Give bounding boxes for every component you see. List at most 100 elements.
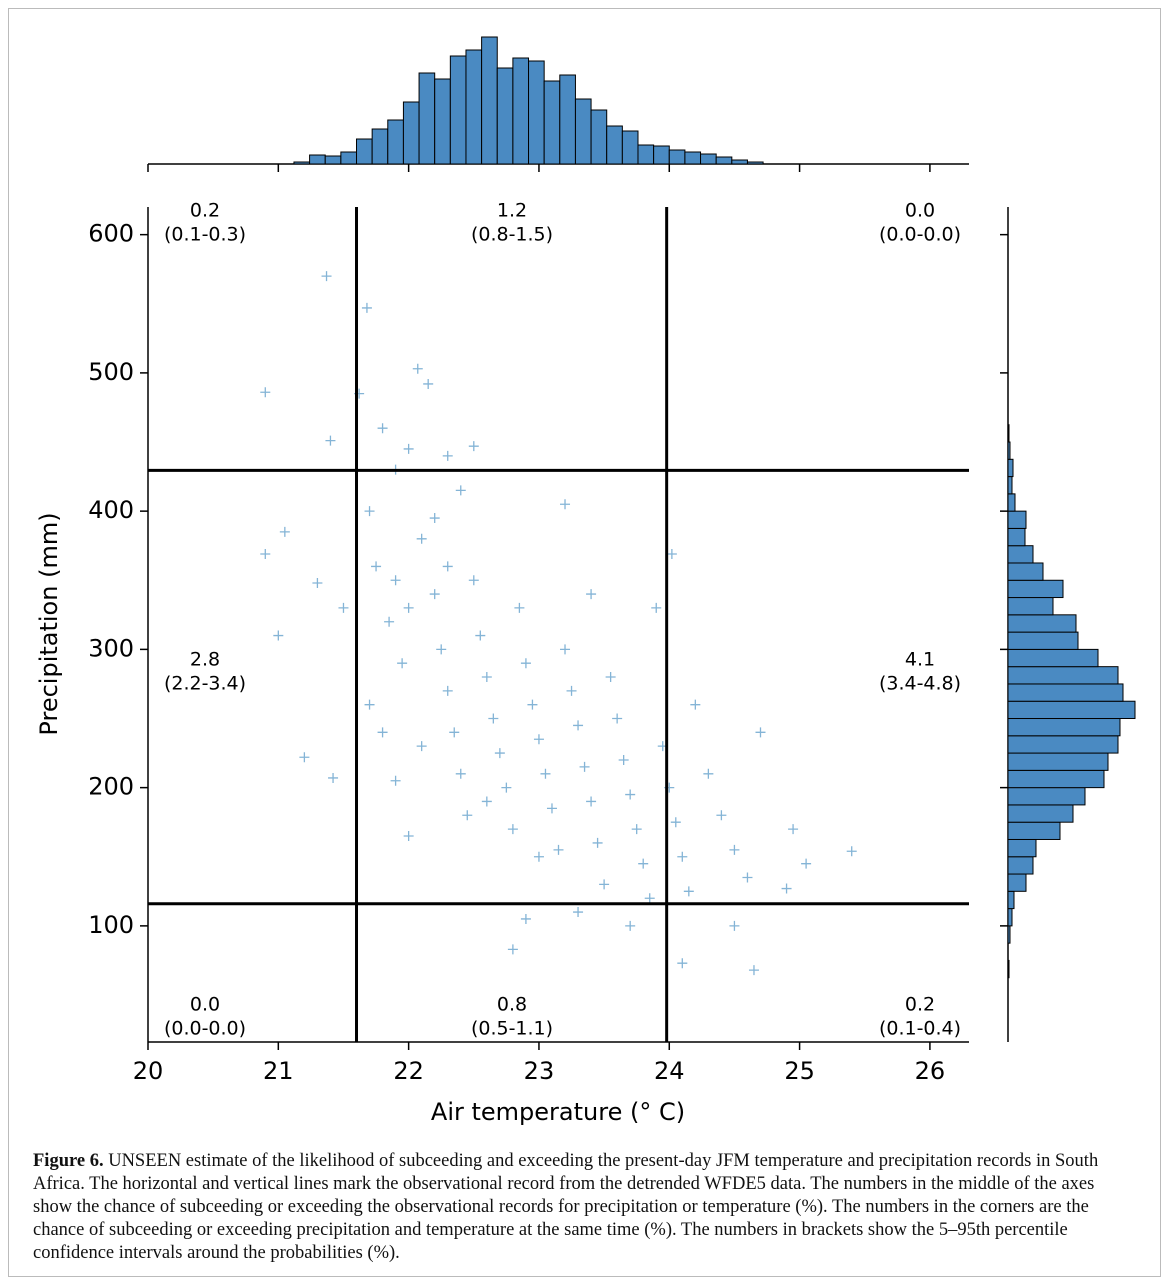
y-hist-bar	[1007, 890, 1015, 910]
scatter-point	[670, 817, 681, 828]
annotation-interval: (0.0-0.0)	[879, 224, 961, 246]
y-tick-label: 400	[88, 496, 134, 524]
scatter-point	[481, 796, 492, 807]
y-hist-bar	[1007, 527, 1026, 547]
x-hist-bar	[293, 161, 311, 165]
scatter-point	[586, 589, 597, 600]
y-hist-bar	[1007, 925, 1011, 944]
annotation-value: 0.2	[190, 200, 220, 222]
scatter-point	[703, 768, 714, 779]
scatter-point	[683, 886, 694, 897]
x-tick-label: 21	[263, 1057, 294, 1085]
scatter-point	[527, 699, 538, 710]
scatter-point	[423, 378, 434, 389]
y-hist-bar	[1007, 683, 1124, 702]
y-hist-bar	[1007, 838, 1037, 858]
scatter-point	[644, 893, 655, 904]
y-hist-bar	[1007, 856, 1034, 875]
scatter-point	[560, 644, 571, 655]
scatter-point	[592, 837, 603, 848]
x-hist-bar	[637, 144, 655, 165]
annotation-value: 0.8	[497, 994, 527, 1016]
x-hist-bar	[559, 74, 576, 165]
x-hist-bar	[543, 80, 561, 165]
y-hist-bar	[1007, 493, 1016, 512]
scatter-point	[507, 944, 518, 955]
scatter-point	[442, 450, 453, 461]
x-hist-bar	[340, 151, 358, 165]
x-hist-bar	[528, 60, 545, 165]
scatter-point	[501, 782, 512, 793]
scatter-point	[416, 533, 427, 544]
scatter-point	[801, 858, 812, 869]
x-hist-bar	[668, 149, 686, 165]
annotation-interval: (3.4-4.8)	[879, 673, 961, 695]
scatter-point	[436, 644, 447, 655]
annotation-value: 0.2	[905, 994, 935, 1016]
y-hist-bar	[1007, 614, 1077, 633]
scatter-point	[540, 768, 551, 779]
scatter-point	[677, 958, 688, 969]
caption: Figure 6. UNSEEN estimate of the likelih…	[33, 1150, 1133, 1265]
scatter-point	[468, 575, 479, 586]
scatter-point	[403, 831, 414, 842]
scatter-point	[612, 713, 623, 724]
annotation-value: 1.2	[497, 200, 527, 222]
annotation-interval: (0.1-0.3)	[164, 224, 246, 246]
y-hist-bar	[1007, 908, 1013, 927]
x-hist-bar	[356, 138, 373, 165]
x-hist-bar	[746, 161, 764, 165]
x-tick-label: 26	[915, 1057, 946, 1085]
y-axis-label: Precipitation (mm)	[35, 512, 63, 735]
x-hist-bar	[371, 128, 389, 165]
x-tick-label: 23	[524, 1057, 555, 1085]
x-tick-label: 25	[784, 1057, 815, 1085]
y-tick-label: 200	[88, 773, 134, 801]
scatter-point	[520, 913, 531, 924]
annotation-value: 2.8	[190, 649, 220, 671]
scatter-point	[666, 548, 677, 559]
scatter-point	[488, 713, 499, 724]
scatter-point	[651, 602, 662, 613]
y-hist-bar	[1007, 424, 1010, 443]
scatter-point	[546, 803, 557, 814]
scatter-point	[449, 727, 460, 738]
scatter-point	[279, 526, 290, 537]
x-tick-label: 22	[393, 1057, 424, 1085]
x-hist-bar	[449, 55, 467, 165]
y-hist-bar	[1007, 769, 1105, 789]
x-hist-bar	[465, 49, 483, 165]
scatter-point	[364, 506, 375, 517]
figure-frame	[8, 8, 1161, 1277]
y-hist-bar	[1007, 648, 1099, 668]
x-hist-bar	[309, 154, 326, 165]
scatter-point	[716, 810, 727, 821]
scatter-point	[781, 883, 792, 894]
scatter-point	[468, 441, 479, 452]
annotation-value: 0.0	[190, 994, 220, 1016]
scatter-point	[579, 761, 590, 772]
scatter-point	[273, 630, 284, 641]
scatter-point	[325, 435, 336, 446]
y-hist-bar	[1007, 804, 1074, 823]
scatter-point	[599, 879, 610, 890]
x-hist-bar	[715, 156, 733, 165]
scatter-point	[371, 561, 382, 572]
scatter-point	[403, 443, 414, 454]
scatter-point	[514, 602, 525, 613]
scatter-point	[397, 658, 408, 669]
y-hist-bar	[1007, 873, 1027, 892]
scatter-point	[481, 672, 492, 683]
x-hist-bar	[700, 153, 717, 165]
x-hist-bar	[402, 101, 420, 165]
scatter-point	[846, 846, 857, 857]
caption-label: Figure 6.	[33, 1151, 104, 1171]
x-hist-bar	[324, 155, 342, 165]
x-hist-bar	[481, 36, 498, 165]
scatter-point	[361, 302, 372, 313]
y-hist-bar	[1007, 959, 1010, 979]
scatter-point	[638, 858, 649, 869]
scatter-point	[560, 499, 571, 510]
scatter-point	[455, 768, 466, 779]
x-hist-bar	[653, 145, 670, 165]
